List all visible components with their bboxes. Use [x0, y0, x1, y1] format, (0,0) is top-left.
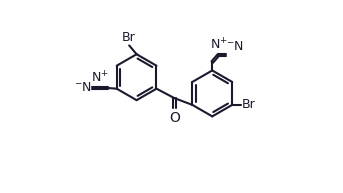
- Text: O: O: [169, 111, 180, 125]
- Text: Br: Br: [242, 98, 256, 111]
- Text: N$^{+}$: N$^{+}$: [210, 38, 227, 53]
- Text: $^{-}$N: $^{-}$N: [74, 81, 92, 94]
- Text: Br: Br: [122, 31, 135, 44]
- Text: N$^{+}$: N$^{+}$: [91, 71, 109, 86]
- Text: $^{-}$N: $^{-}$N: [226, 40, 244, 53]
